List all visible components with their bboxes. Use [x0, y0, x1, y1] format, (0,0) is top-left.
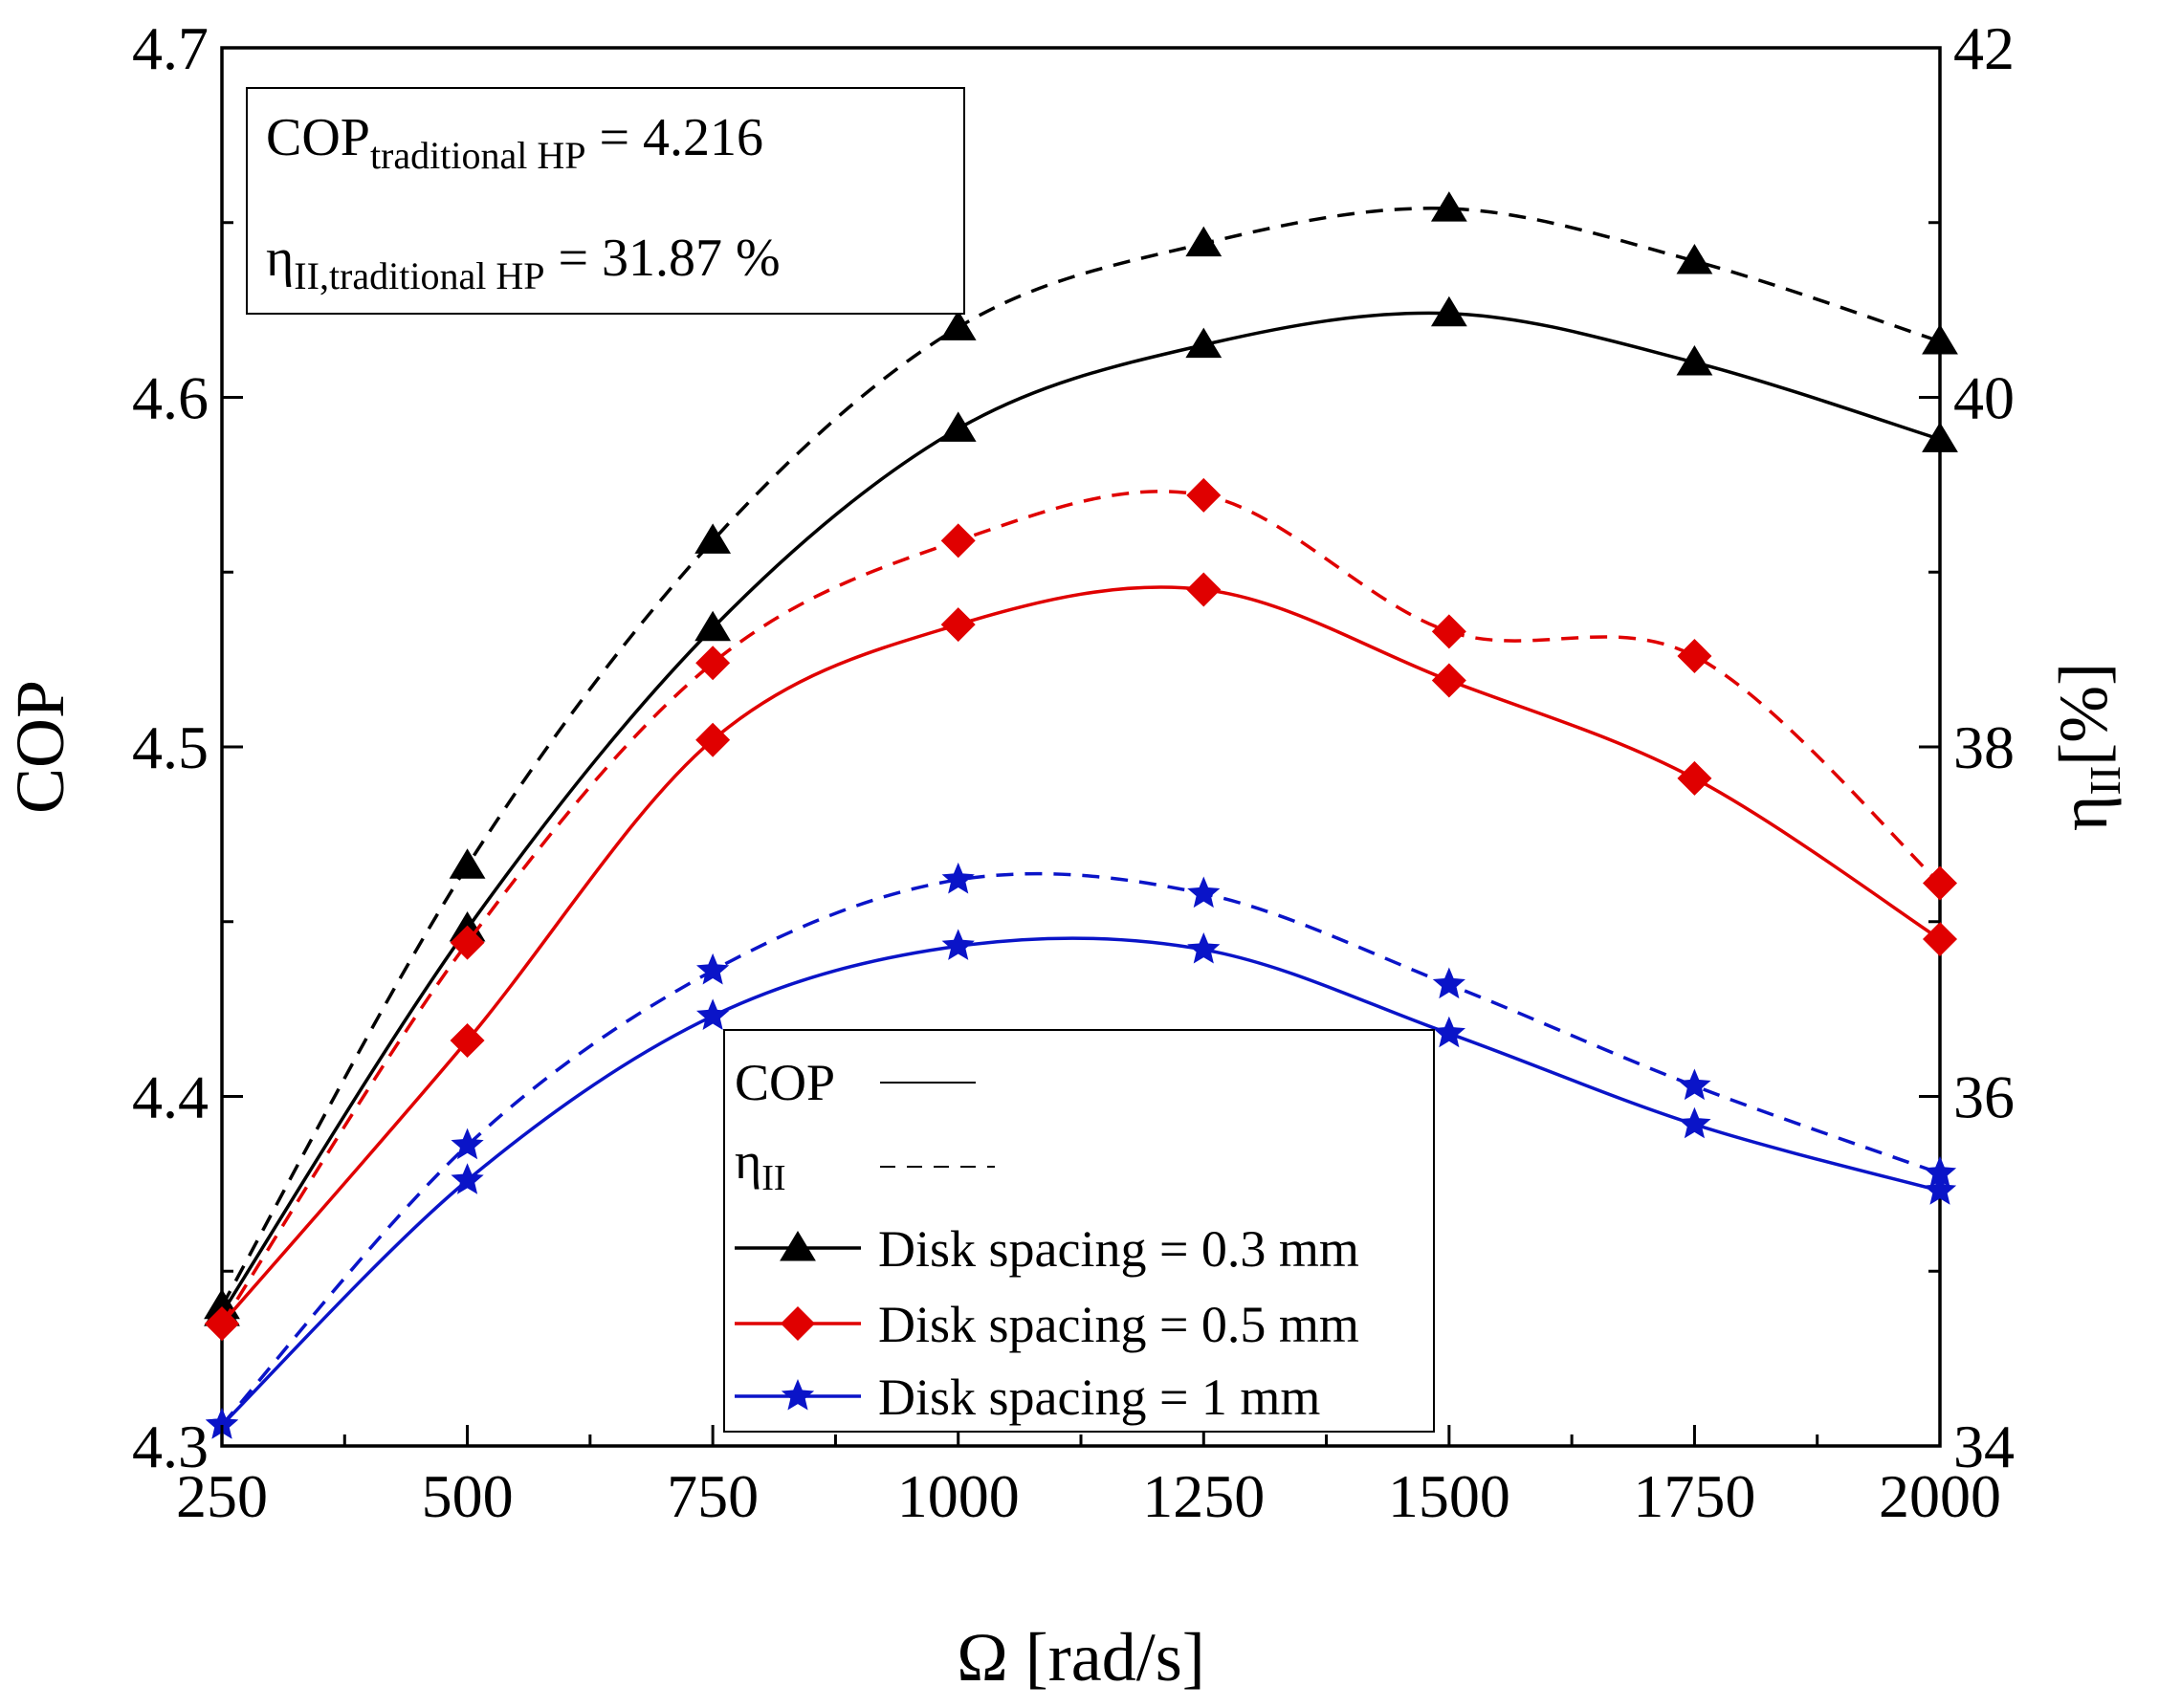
series-line-eta-3: [220, 490, 1942, 1325]
data-point-cop-0-4: [1185, 327, 1223, 359]
data-point-cop-0-5: [1430, 296, 1467, 327]
data-point-eta-3-2: [695, 646, 731, 681]
legend-entries: Disk spacing = 0.3 mm Disk spacing = 0.5 …: [735, 1220, 1359, 1426]
data-point-cop-0-7: [1922, 422, 1958, 452]
data-point-eta-1-4: [1185, 226, 1223, 257]
legend-marker-1: [781, 1306, 815, 1341]
x-tick-label: 1000: [897, 1462, 1020, 1530]
data-point-eta-1-7: [1922, 324, 1958, 355]
data-point-cop-2-2: [695, 722, 731, 757]
data-point-eta-1-3: [939, 310, 977, 340]
cop-reference-sub: traditional HP: [370, 134, 586, 177]
data-point-eta-3-0: [205, 1306, 239, 1342]
data-point-eta-1-5: [1430, 191, 1467, 222]
y-axis-right-title-unit: [%]: [2045, 663, 2122, 766]
y-axis-right-title-sub: II: [2081, 766, 2129, 796]
data-point-cop-2-3: [940, 607, 976, 643]
eta-reference-prefix: η: [266, 229, 294, 288]
legend-eta-sub: II: [761, 1158, 785, 1198]
eta-reference-value: = 31.87 %: [544, 229, 780, 288]
data-point-cop-2-6: [1677, 760, 1712, 796]
y-axis-left-title: COP: [2, 680, 78, 814]
legend-frame: [723, 1029, 1435, 1433]
data-point-eta-3-3: [940, 523, 976, 558]
data-point-eta-3-7: [1923, 865, 1957, 901]
x-tick-label: 2000: [1879, 1462, 2001, 1530]
series-line-cop-2: [220, 585, 1941, 1325]
data-point-eta-3-4: [1186, 477, 1222, 513]
data-point-eta-5-6: [1678, 1068, 1711, 1101]
y-left-tick-label: 4.5: [132, 713, 209, 781]
cop-reference-prefix: COP: [266, 108, 370, 167]
x-tick-label: 1250: [1142, 1462, 1265, 1530]
x-tick-label: 1500: [1388, 1462, 1510, 1530]
legend-entry-label-1: Disk spacing = 0.5 mm: [878, 1296, 1359, 1353]
reference-info-frame: [246, 87, 965, 315]
data-point-cop-4-5: [1432, 1016, 1465, 1048]
svg-text:ηII[%]: ηII[%]: [2045, 663, 2129, 831]
data-point-eta-5-5: [1432, 967, 1465, 999]
eta-reference-text: ηII,traditional HP = 31.87 %: [266, 229, 781, 297]
y-right-tick-label: 38: [1953, 713, 2015, 781]
data-point-cop-2-4: [1186, 572, 1222, 607]
data-point-cop-4-7: [1923, 1173, 1957, 1205]
x-tick-label: 250: [176, 1462, 268, 1530]
data-point-eta-5-1: [451, 1128, 484, 1160]
data-point-eta-3-6: [1677, 638, 1712, 673]
data-point-cop-0-3: [939, 411, 977, 442]
data-point-cop-4-2: [696, 998, 730, 1030]
data-point-cop-4-4: [1187, 931, 1221, 964]
cop-reference-value: = 4.216: [585, 108, 763, 167]
data-point-cop-2-5: [1431, 663, 1466, 698]
data-point-cop-0-2: [694, 610, 732, 642]
y-left-tick-label: 4.4: [132, 1063, 209, 1131]
x-axis-title: Ω [rad/s]: [957, 1619, 1204, 1696]
series-line-eta-5: [220, 871, 1941, 1427]
legend-marker-0: [780, 1231, 816, 1261]
legend-eta-label: ηII: [735, 1132, 786, 1198]
y-right-tick-label: 36: [1953, 1063, 2015, 1131]
y-axis-right-title: ηII[%]: [2045, 663, 2129, 831]
data-point-eta-5-7: [1923, 1155, 1957, 1188]
x-tick-label: 750: [667, 1462, 759, 1530]
legend-entry-label-2: Disk spacing = 1 mm: [878, 1369, 1320, 1426]
legend-cop-label: COP: [735, 1054, 835, 1111]
data-point-cop-2-7: [1923, 922, 1957, 957]
x-tick-label: 500: [422, 1462, 514, 1530]
y-left-tick-label: 4.7: [132, 14, 209, 82]
data-point-cop-2-1: [450, 1023, 485, 1059]
eta-reference-sub: II,traditional HP: [294, 254, 544, 297]
series-layer: [204, 191, 1958, 1439]
data-point-cop-0-6: [1676, 344, 1713, 376]
data-point-eta-3-1: [450, 925, 485, 960]
data-point-cop-4-6: [1678, 1106, 1711, 1139]
y-right-tick-label: 34: [1953, 1412, 2015, 1480]
y-right-tick-label: 42: [1953, 14, 2015, 82]
legend-marker-2: [781, 1379, 815, 1411]
data-point-eta-3-5: [1431, 614, 1466, 649]
axis-layer: 250 500 750 1000 1250 1500 1750 2000 4.3 4.4 4.5 4.…: [132, 14, 2015, 1530]
legend-entry-label-0: Disk spacing = 0.3 mm: [878, 1220, 1359, 1278]
cop-reference-text: COPtraditional HP = 4.216: [266, 108, 763, 177]
data-point-cop-4-1: [451, 1163, 484, 1194]
data-point-eta-1-1: [449, 848, 486, 879]
legend-eta-main: η: [735, 1132, 761, 1190]
x-tick-label: 1750: [1633, 1462, 1755, 1530]
y-left-tick-label: 4.3: [132, 1412, 209, 1480]
reference-info-box: COPtraditional HP = 4.216 ηII,traditiona…: [246, 87, 965, 315]
data-point-eta-5-0: [205, 1408, 239, 1439]
y-left-tick-label: 4.6: [132, 364, 209, 432]
data-point-eta-5-3: [941, 862, 975, 894]
data-point-eta-1-2: [694, 523, 732, 554]
data-point-eta-5-2: [696, 953, 730, 985]
data-point-cop-4-3: [941, 929, 975, 960]
y-axis-right-title-eta: η: [2045, 795, 2122, 831]
data-point-eta-5-4: [1187, 876, 1221, 909]
y-right-tick-label: 40: [1953, 364, 2015, 432]
data-point-eta-1-6: [1676, 243, 1713, 274]
